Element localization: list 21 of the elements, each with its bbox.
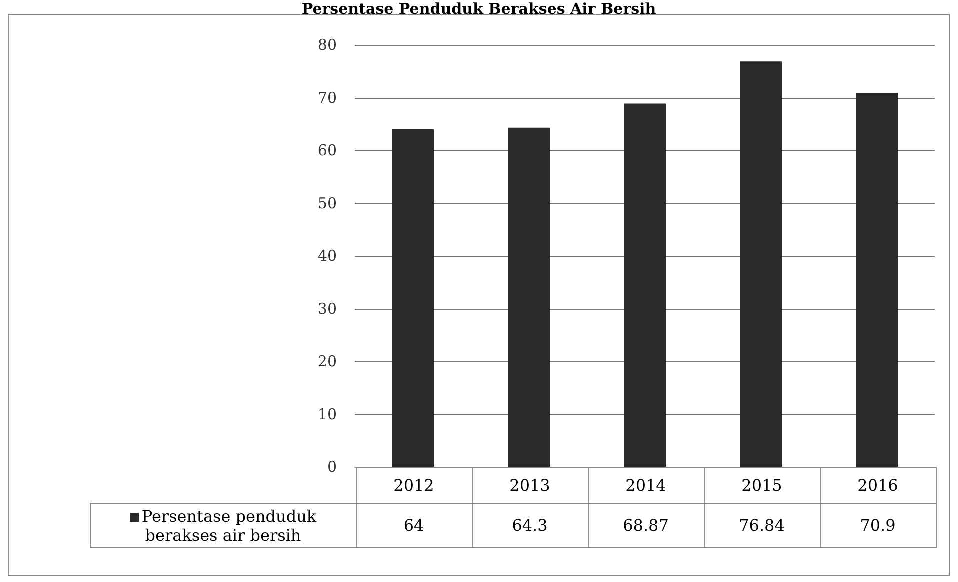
y-tick-label: 80 [318,36,337,54]
y-tick-label: 40 [318,247,337,265]
x-tick-label: 2014 [588,468,704,504]
y-tick-label: 0 [327,458,337,476]
x-tick-label: 2015 [704,468,820,504]
data-label: 68.87 [588,504,704,548]
y-tick-label: 70 [318,88,337,107]
data-label: 76.84 [704,504,820,548]
x-tick-label: 2016 [820,468,936,504]
x-tick-label: 2013 [472,468,588,504]
data-label: 64 [356,504,472,548]
legend-label: Persentase penduduk berakses air bersih [90,504,356,548]
y-tick-label: 10 [318,405,337,424]
y-tick-label: 50 [318,194,337,212]
chart-title: Persentase Penduduk Berakses Air Bersih [300,0,658,18]
data-label: 70.9 [820,504,936,548]
x-tick-label: 2012 [356,468,472,504]
y-tick-label: 30 [318,300,337,318]
y-tick-label: 20 [318,352,337,370]
data-label: 64.3 [472,504,588,548]
y-tick-label: 60 [318,142,337,160]
